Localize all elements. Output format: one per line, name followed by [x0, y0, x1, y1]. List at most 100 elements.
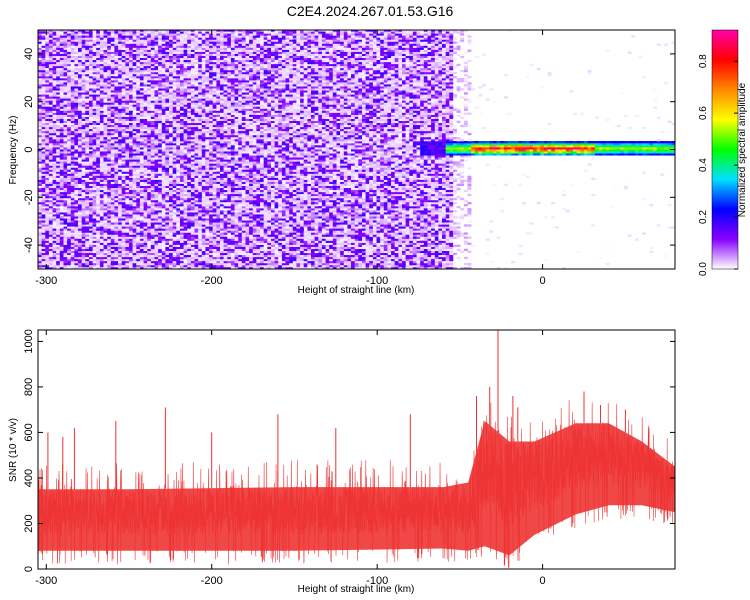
spectrogram-cell	[139, 240, 144, 243]
spectrogram-cell	[96, 252, 101, 256]
spectrogram-cell	[180, 141, 184, 144]
spectrogram-cell	[52, 49, 57, 52]
spectrogram-cell	[92, 206, 97, 209]
spectrogram-cell	[172, 254, 177, 258]
spectrogram-cell	[187, 120, 192, 124]
spectrogram-cell	[136, 232, 141, 235]
spectrogram-cell	[70, 31, 75, 34]
spectrogram-cell	[121, 92, 126, 95]
spectrogram-cell	[70, 39, 75, 42]
spectrogram-cell	[136, 153, 141, 156]
spectrogram-cell	[169, 161, 173, 164]
spectrogram-cell	[143, 92, 148, 95]
spectrogram-cell	[74, 61, 79, 65]
spectrogram-cell	[67, 171, 72, 174]
spectrogram-cell	[41, 116, 46, 119]
spectrogram-cell	[150, 90, 155, 93]
spectrogram-cell	[161, 262, 166, 266]
spectrogram-cell	[150, 130, 155, 134]
spectrogram-cell	[103, 49, 108, 52]
spectrogram-cell	[85, 228, 90, 231]
spectrogram-cell	[180, 214, 184, 217]
spectrogram-cell	[74, 175, 79, 178]
spectrogram-cell	[99, 65, 104, 69]
spectrogram-cell	[74, 222, 79, 225]
spectrogram-cell	[183, 167, 188, 170]
spectrogram-cell	[158, 35, 163, 38]
spectrogram-cell	[74, 226, 79, 229]
spectrogram-cell	[45, 43, 50, 46]
spectrogram-cell	[67, 149, 72, 152]
spectrogram-cell	[183, 240, 188, 243]
spectrogram-cell	[190, 130, 195, 134]
spectrogram-cell	[150, 175, 155, 178]
spectrogram-cell	[70, 252, 75, 256]
spectrogram-cell	[92, 234, 97, 237]
spectrogram-cell	[52, 262, 57, 266]
spectrogram-cell	[132, 76, 137, 79]
spectrogram-cell	[38, 262, 42, 266]
spectrogram-cell	[161, 153, 166, 156]
spectrogram-cell	[121, 248, 126, 252]
spectrogram-cell	[190, 210, 195, 213]
spectrogram-cell	[78, 240, 82, 243]
spectrogram-cell	[154, 240, 159, 243]
spectrogram-cell	[150, 118, 155, 122]
spectrogram-cell	[92, 39, 97, 42]
spectrogram-cell	[74, 49, 79, 52]
spectrogram-cell	[70, 238, 75, 241]
spectrogram-cell	[89, 181, 93, 184]
spectrogram-cell	[129, 112, 133, 115]
spectrogram-cell	[161, 69, 166, 73]
spectrogram-cell	[48, 94, 53, 97]
spectrogram-cell	[139, 94, 144, 97]
spectrogram-cell	[147, 242, 152, 245]
spectrogram-cell	[38, 250, 42, 254]
spectrogram-cell	[52, 39, 57, 42]
spectrogram-cell	[150, 248, 155, 252]
spectrogram-cell	[92, 179, 97, 182]
spectrogram-cell	[52, 167, 57, 170]
spectrogram-cell	[176, 234, 181, 237]
spectrogram-cell	[48, 124, 53, 128]
spectrogram-cell	[121, 71, 126, 75]
spectrogram-cell	[176, 110, 181, 113]
spectrogram-cell	[165, 108, 170, 111]
spectrogram-cell	[56, 134, 61, 138]
spectrogram-cell	[129, 47, 133, 50]
spectrogram-cell	[172, 106, 177, 109]
spectrogram-cell	[89, 177, 93, 180]
spectrogram-cell	[143, 118, 148, 122]
spectrogram-cell	[81, 57, 86, 61]
spectrogram-cell	[129, 78, 133, 81]
spectrogram-cell	[154, 49, 159, 52]
spectrogram-cell	[183, 212, 188, 215]
spectrogram-cell	[110, 137, 115, 140]
spectrogram-cell	[180, 232, 184, 235]
spectrogram-cell	[63, 104, 68, 107]
spectrogram-cell	[132, 63, 137, 67]
spectrogram-cell	[139, 151, 144, 154]
spectrogram-cell	[99, 41, 104, 44]
spectrogram-cell	[103, 179, 108, 182]
spectrogram-cell	[70, 43, 75, 46]
spectrogram-cell	[103, 57, 108, 61]
spectrogram-cell	[143, 96, 148, 99]
spectrogram-cell	[70, 179, 75, 182]
spectrogram-cell	[129, 151, 133, 154]
spectrogram-cell	[70, 246, 75, 250]
spectrogram-cell	[56, 149, 61, 152]
spectrogram-cell	[183, 159, 188, 162]
spectrogram-cell	[96, 195, 101, 199]
spectrogram-cell	[139, 141, 144, 144]
spectrogram-cell	[52, 250, 57, 254]
spectrogram-cell	[114, 175, 119, 178]
spectrogram-cell	[118, 53, 123, 57]
spectrogram-cell	[154, 118, 159, 122]
spectrogram-cell	[161, 177, 166, 180]
spectrogram-cell	[154, 149, 159, 152]
spectrogram-cell	[118, 39, 123, 42]
spectrogram-cell	[56, 197, 61, 201]
spectrogram-cell	[74, 206, 79, 209]
spectrogram-cell	[59, 155, 64, 158]
